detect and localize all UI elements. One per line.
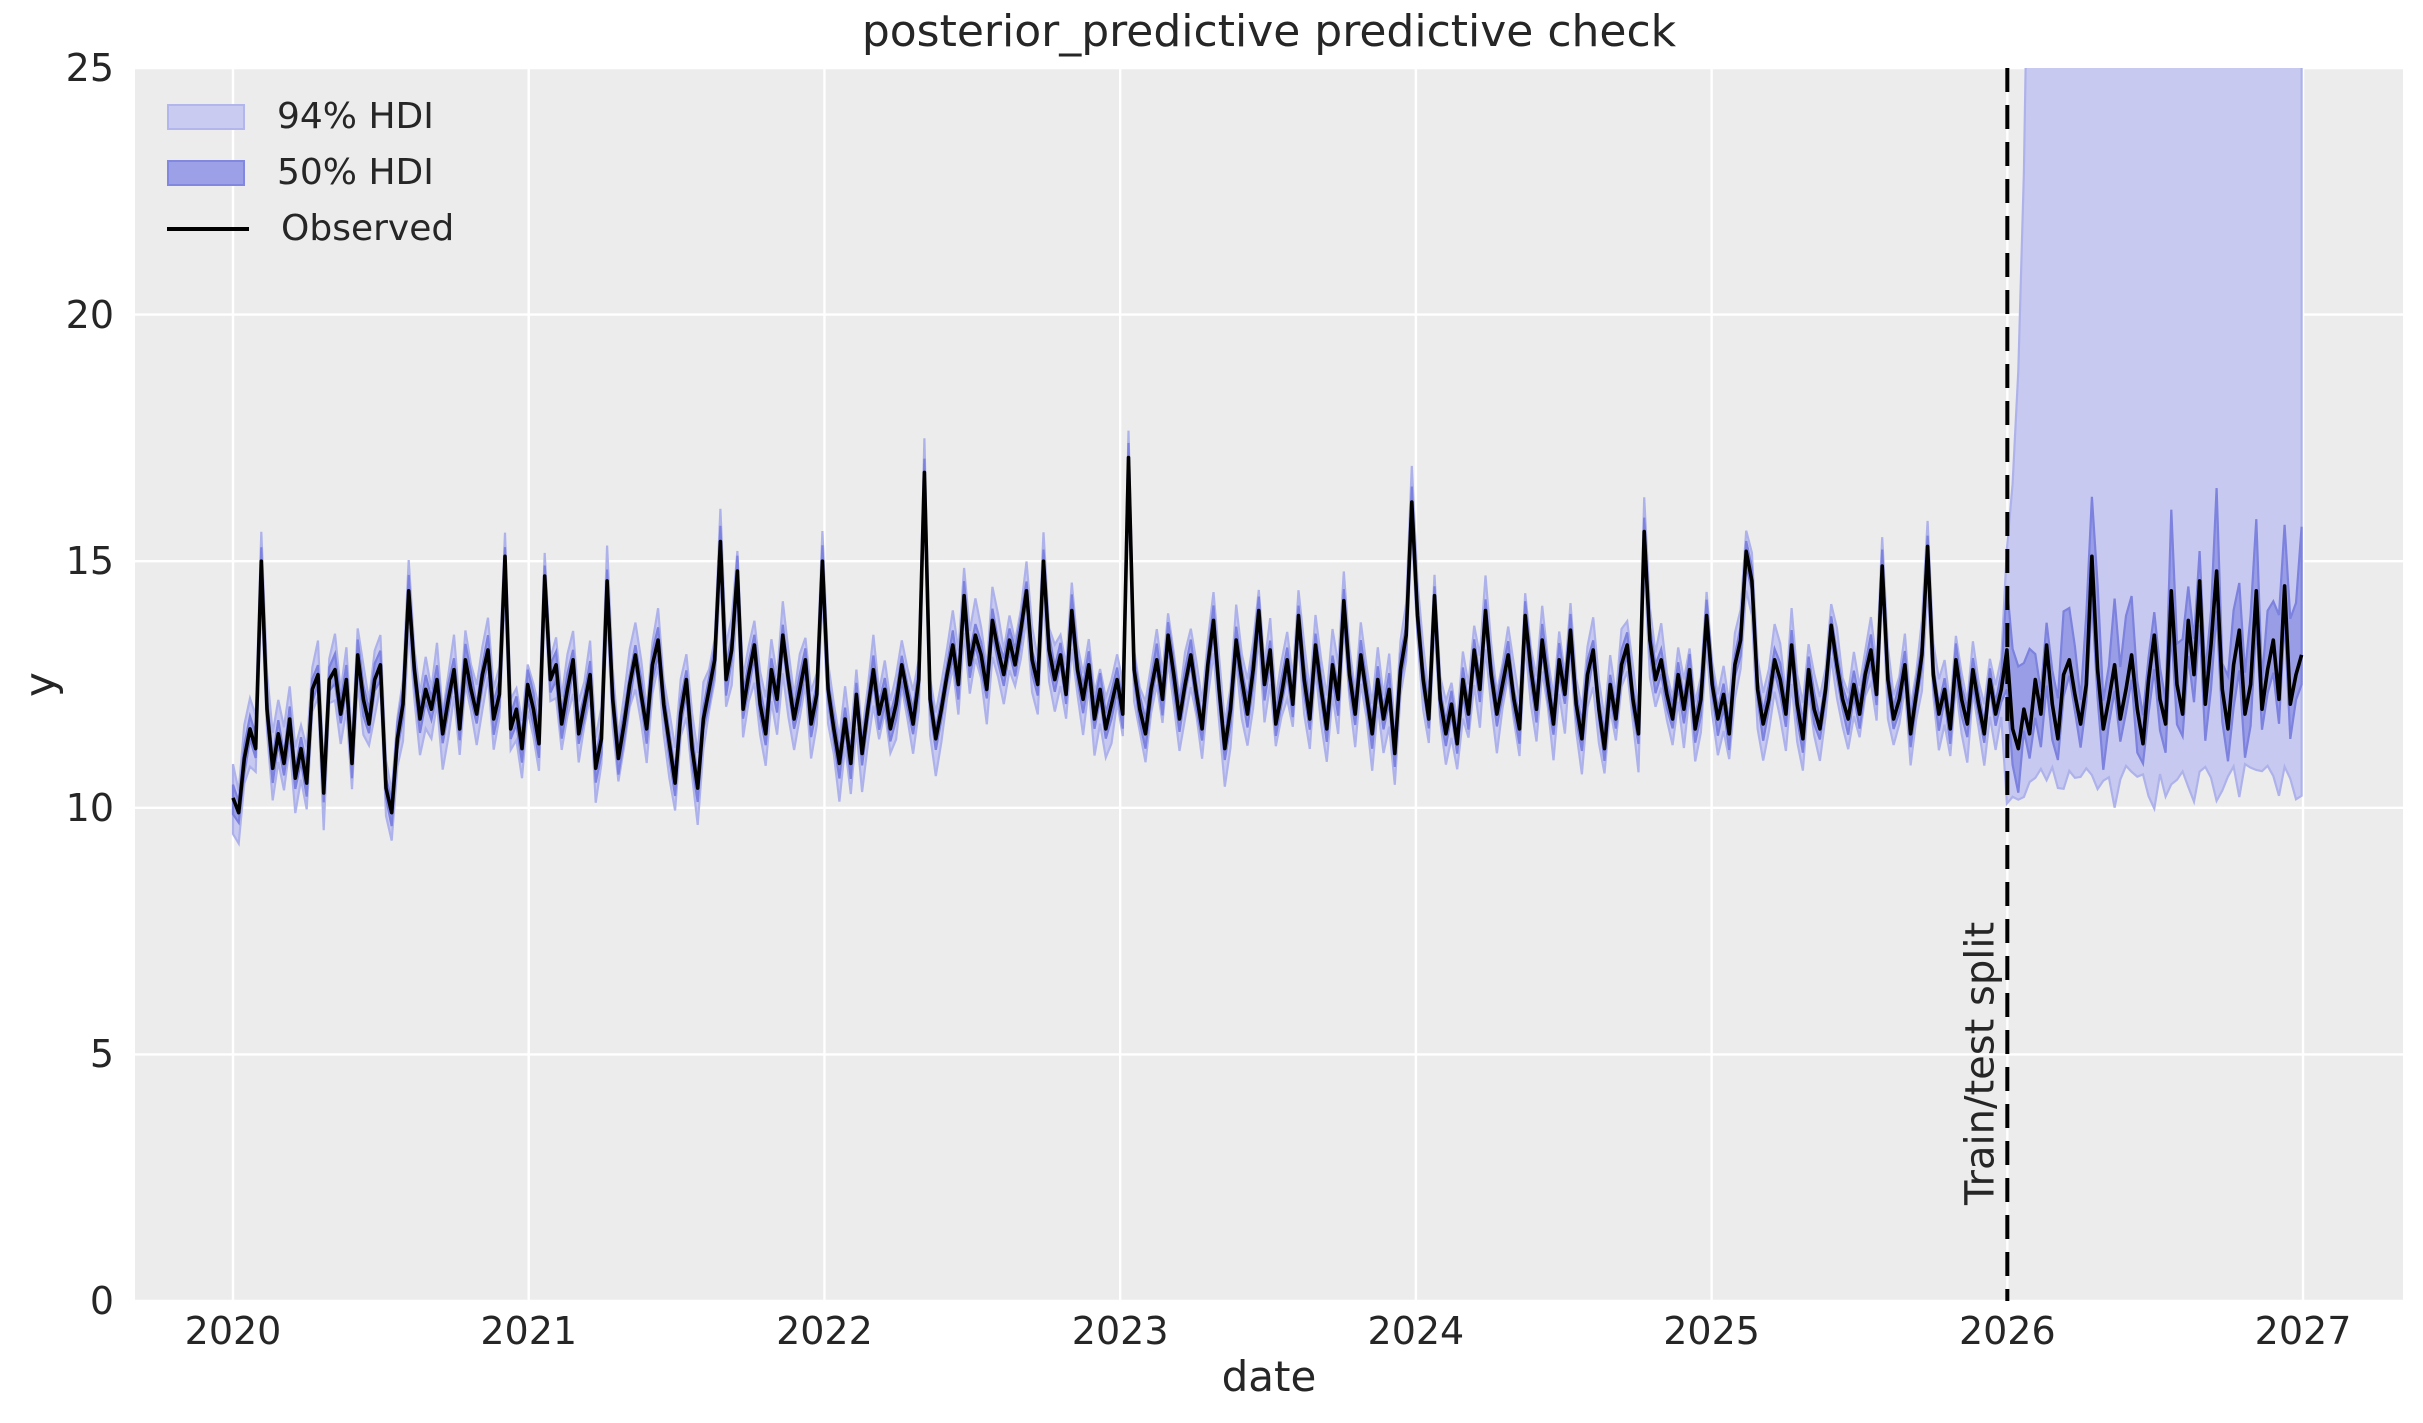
hdi94-swatch bbox=[167, 104, 245, 130]
legend-label-observed: Observed bbox=[281, 208, 455, 249]
x-tick-label: 2022 bbox=[776, 1309, 873, 1353]
legend-entry-94-hdi: 94% HDI bbox=[167, 96, 454, 137]
y-tick-label: 5 bbox=[89, 1032, 114, 1077]
x-tick-label: 2021 bbox=[480, 1309, 578, 1353]
x-tick-label: 2024 bbox=[1367, 1309, 1465, 1353]
x-tick-label: 2020 bbox=[184, 1309, 282, 1353]
hdi50-swatch bbox=[167, 160, 245, 186]
gridlines bbox=[135, 66, 2403, 1303]
legend-label-94-hdi: 94% HDI bbox=[277, 96, 434, 137]
legend: 94% HDI 50% HDI Observed bbox=[167, 96, 455, 249]
observed-line-swatch bbox=[167, 227, 249, 231]
y-tick-label: 25 bbox=[65, 46, 114, 90]
legend-entry-50-hdi: 50% HDI bbox=[167, 152, 454, 193]
hdi94-band bbox=[231, 68, 2303, 847]
observed-line bbox=[231, 455, 2304, 815]
y-tick-label: 20 bbox=[65, 292, 114, 337]
chart-title: posterior_predictive predictive check bbox=[861, 6, 1677, 57]
y-tick-label: 15 bbox=[65, 539, 114, 584]
x-tick-label: 2027 bbox=[2254, 1309, 2352, 1353]
train-test-split-label: Train/test split bbox=[1957, 922, 2003, 1206]
hdi50-band bbox=[231, 442, 2303, 827]
y-axis-label: y bbox=[15, 672, 65, 697]
legend-label-50-hdi: 50% HDI bbox=[277, 152, 434, 193]
y-tick-label: 10 bbox=[65, 785, 114, 830]
y-tick-label: 0 bbox=[89, 1279, 114, 1323]
x-tick-label: 2026 bbox=[1958, 1309, 2056, 1353]
x-axis-label: date bbox=[1221, 1352, 1317, 1401]
legend-entry-observed: Observed bbox=[167, 208, 455, 249]
x-tick-label: 2025 bbox=[1663, 1309, 1760, 1353]
x-tick-label: 2023 bbox=[1071, 1309, 1169, 1353]
